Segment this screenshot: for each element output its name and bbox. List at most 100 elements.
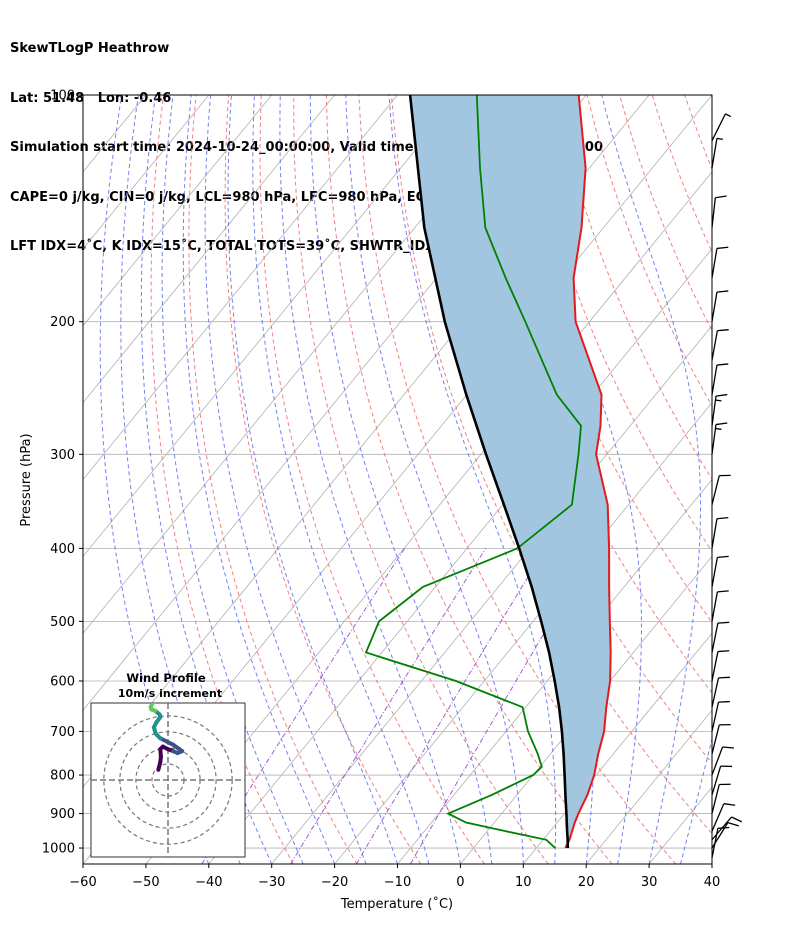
wind-barb (711, 821, 740, 849)
wind-barb-staff (711, 138, 718, 169)
wind-barb-staff (711, 248, 718, 279)
wind-barb-staff (711, 291, 718, 322)
dewpoint-line (364, 95, 582, 849)
hodograph-ring (119, 731, 217, 829)
isotherm-gridline (83, 95, 524, 634)
wind-barb-flag (715, 195, 727, 199)
wind-barb-staff (711, 746, 724, 776)
wind-barb-flag (717, 621, 730, 624)
wind-barb (711, 195, 727, 228)
x-tick-label: 20 (578, 875, 595, 890)
mixing-ratio-line (355, 548, 546, 864)
isotherm-gridline (83, 95, 84, 96)
y-tick-label: 500 (50, 615, 75, 630)
wind-barb-flag (716, 363, 729, 366)
parcel-line (408, 95, 570, 849)
x-tick-label: 40 (704, 875, 721, 890)
wind-barb-flag (716, 516, 729, 520)
moist-adiabat (711, 862, 712, 864)
dry-adiabat (651, 95, 712, 254)
wind-barb (711, 723, 731, 755)
wind-barb-flag (717, 329, 729, 332)
wind-barb-staff (711, 677, 720, 708)
hodograph-ring (151, 763, 185, 797)
profile-lines-layer (364, 95, 612, 849)
wind-barb-flag (722, 746, 734, 749)
wind-barb-staff (711, 330, 719, 361)
dry-adiabat (553, 95, 712, 481)
wind-barb-staff (711, 724, 720, 755)
y-tick-label: 900 (50, 807, 75, 822)
wind-barb (711, 700, 730, 732)
wind-barb-half-flag (725, 113, 732, 118)
wind-barb-flag (731, 816, 743, 823)
x-tick-label: 0 (456, 875, 464, 890)
dry-adiabat (293, 95, 549, 864)
x-tick-label: −50 (132, 875, 159, 890)
dry-adiabat (619, 95, 712, 332)
wind-barb-flag (715, 393, 728, 397)
wind-barb (711, 516, 729, 549)
y-tick-label: 1000 (42, 842, 75, 857)
wind-barb-staff (711, 364, 718, 395)
wind-barb (711, 803, 736, 832)
x-tick-label: −30 (258, 875, 285, 890)
dry-adiabat (325, 95, 613, 864)
wind-barb (711, 621, 730, 653)
isotherm-gridline (83, 95, 335, 404)
wind-barb-staff (711, 803, 725, 832)
hodograph-title: Wind Profile (126, 671, 206, 685)
cape-fill-layer (410, 95, 611, 848)
hodograph: Wind Profile 10m/s increment (90, 671, 246, 858)
wind-barb (711, 290, 729, 322)
moist-adiabat (182, 95, 336, 864)
wind-barb-flag (718, 700, 730, 703)
moist-adiabat (227, 95, 398, 864)
y-tick-label: 200 (50, 315, 75, 330)
isotherm-gridline (83, 95, 273, 327)
y-tick-label: 100 (50, 89, 75, 104)
wind-barb (711, 474, 731, 505)
moist-adiabat (252, 95, 430, 864)
wind-barb (711, 590, 729, 622)
wind-barb-flag (727, 821, 740, 827)
wind-barb-staff (711, 784, 720, 814)
wind-barb-staff (711, 197, 716, 228)
wind-barb (711, 246, 729, 279)
wind-barb-flag (718, 676, 730, 679)
dry-adiabat (259, 95, 485, 864)
wind-barb-flag (717, 555, 729, 559)
x-tick-label: −40 (195, 875, 222, 890)
isotherm-gridline (83, 95, 461, 558)
x-axis-label: Temperature (˚C) (340, 896, 453, 912)
background-lines (83, 95, 712, 864)
wind-barb-half-flag (715, 399, 722, 402)
wind-barb (711, 746, 734, 776)
wind-barb-flag (717, 590, 729, 593)
wind-barb-staff (711, 113, 726, 141)
moist-adiabat (161, 95, 304, 864)
wind-barb-staff (711, 518, 718, 549)
wind-barb-staff (711, 424, 717, 455)
moist-adiabat (601, 95, 701, 864)
wind-barb-half-flag (715, 427, 722, 430)
wind-barb-flag (716, 290, 729, 293)
moist-adiabat (680, 736, 712, 864)
y-tick-label: 300 (50, 448, 75, 463)
wind-barb-staff (711, 591, 719, 622)
hodograph-ring (103, 715, 233, 845)
wind-barb-flag (716, 246, 729, 250)
moist-adiabat (388, 95, 557, 864)
moist-adiabat (345, 95, 524, 864)
x-tick-label: −10 (384, 875, 411, 890)
moist-adiabat (279, 95, 461, 864)
isotherm-gridline (711, 863, 712, 864)
wind-barb (711, 676, 730, 708)
hodograph-subtitle: 10m/s increment (118, 687, 222, 700)
isotherm-gridline (83, 95, 398, 481)
wind-barb (711, 393, 728, 426)
x-tick-label: −60 (69, 875, 96, 890)
dry-adiabat (358, 95, 677, 864)
mixing-ratio-line (290, 548, 487, 864)
